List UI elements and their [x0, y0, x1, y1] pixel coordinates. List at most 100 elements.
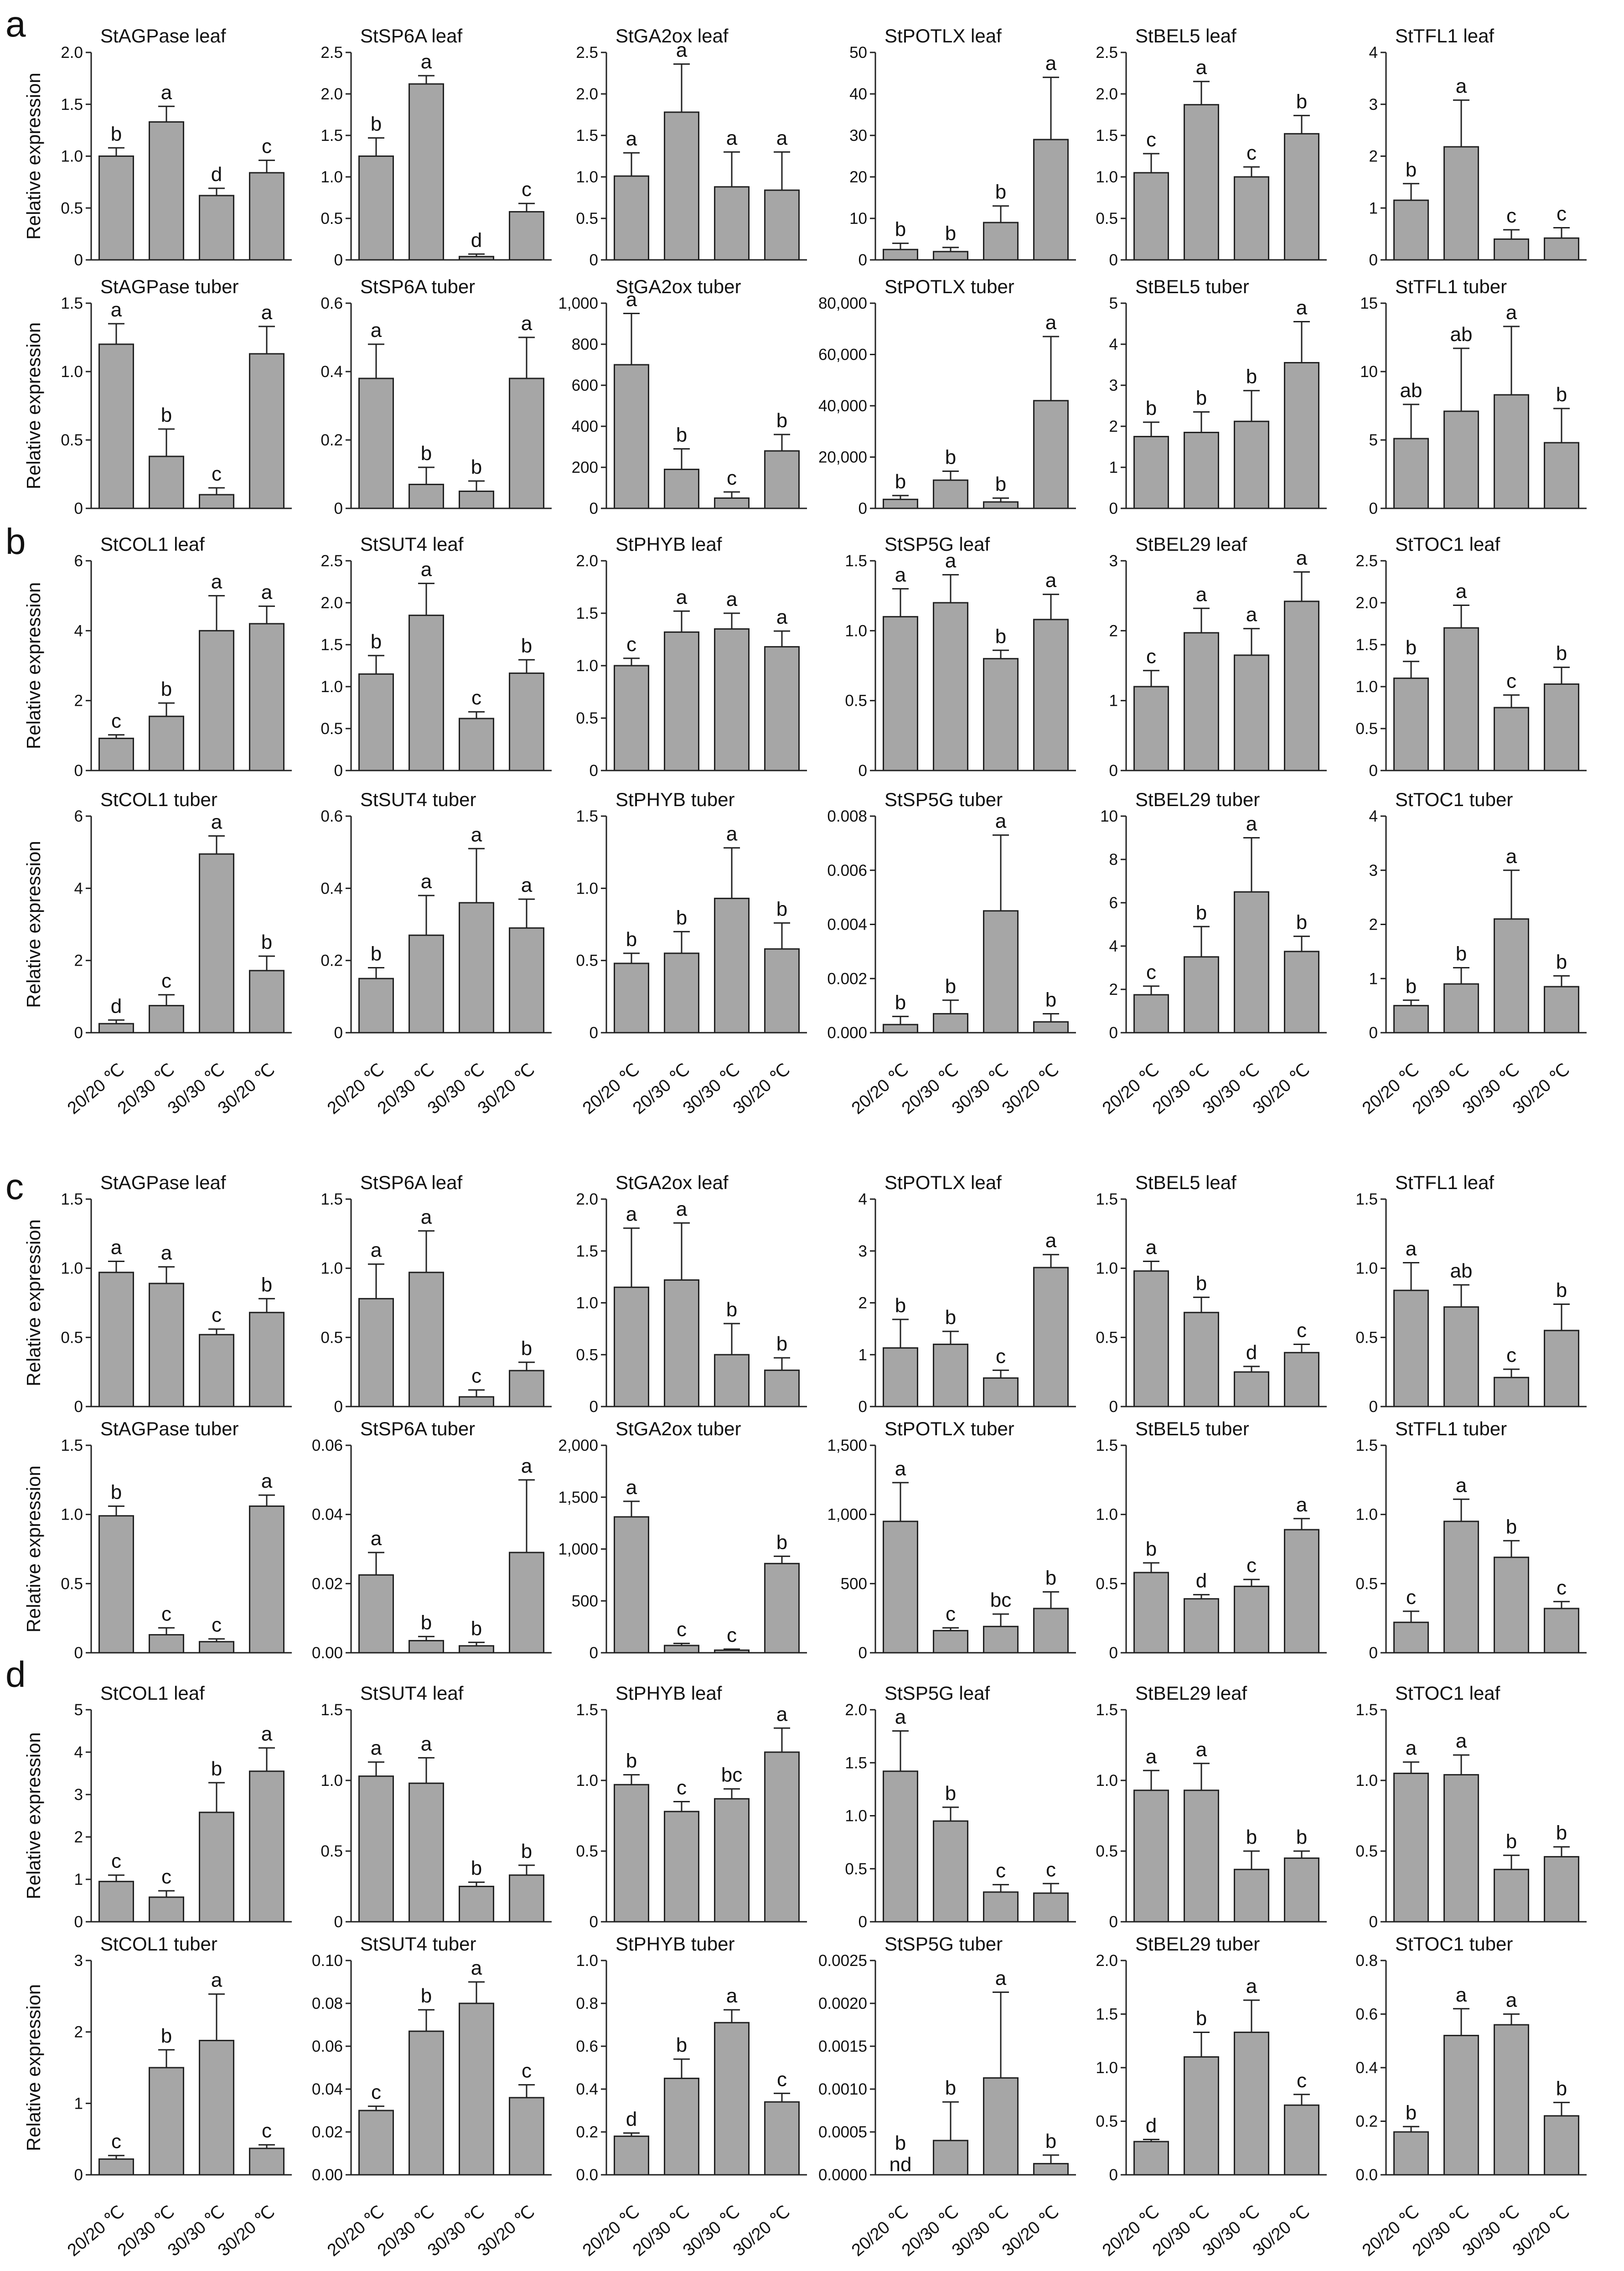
- y-tick-label: 500: [572, 1592, 598, 1610]
- significance-label: d: [1146, 2114, 1157, 2136]
- x-category-label: 30/30 ℃: [1199, 1060, 1263, 1118]
- y-tick-label: 0.5: [1096, 1842, 1118, 1860]
- chart-c-stbel5-tuber: StBEL5 tuber 0 0.5 1.0 1.5 b d c a: [1096, 1418, 1327, 1662]
- significance-label: d: [211, 163, 222, 186]
- bar: [358, 1298, 394, 1407]
- y-tick-label: 0: [859, 1398, 867, 1416]
- chart-b-stsp5g-tuber: StSP5G tuber 0.000 0.002 0.004 0.006 0.008 b b a…: [827, 789, 1076, 1118]
- bar: [509, 211, 544, 261]
- y-tick-label: 0.0020: [818, 1995, 867, 2012]
- y-tick-label: 1.0: [845, 622, 867, 640]
- y-tick-label: 4: [1109, 937, 1118, 955]
- chart-title: StSP6A leaf: [360, 1172, 462, 1193]
- y-tick-label: 1.5: [845, 552, 867, 570]
- significance-label: a: [1506, 1989, 1517, 2012]
- bar: [199, 630, 234, 771]
- significance-label: c: [161, 1603, 171, 1625]
- bar: [409, 615, 444, 771]
- y-tick-label: 0.5: [576, 1842, 598, 1860]
- chart-b-stsp5g-leaf: StSP5G leaf 0 0.5 1.0 1.5 a a b a: [845, 533, 1076, 780]
- y-tick-label: 0.5: [1096, 210, 1118, 228]
- y-tick-label: 3: [74, 1952, 83, 1970]
- bar: [983, 658, 1019, 771]
- bar: [249, 1312, 284, 1407]
- bar: [1494, 394, 1529, 509]
- y-tick-label: 0.5: [1096, 2113, 1118, 2131]
- significance-label: c: [727, 467, 737, 489]
- y-tick-label: 0.5: [576, 1346, 598, 1364]
- bar: [664, 111, 699, 261]
- significance-label: b: [1556, 2077, 1567, 2100]
- y-tick-label: 4: [74, 1743, 83, 1761]
- bar: [1494, 1376, 1529, 1407]
- y-tick-label: 0: [1369, 1398, 1378, 1416]
- y-tick-label: 0: [334, 500, 343, 517]
- bar: [883, 1521, 918, 1654]
- y-tick-label: 1.5: [321, 636, 343, 654]
- significance-label: a: [1506, 301, 1517, 324]
- y-tick-label: 0.04: [312, 2080, 343, 2098]
- bar: [409, 1272, 444, 1407]
- y-tick-label: 1.5: [1096, 2006, 1118, 2023]
- bar: [883, 498, 918, 509]
- significance-label: a: [626, 1203, 637, 1226]
- bar: [1494, 1868, 1529, 1923]
- bar: [1033, 1608, 1069, 1654]
- bar: [933, 479, 968, 509]
- y-tick-label: 1.5: [1355, 1190, 1378, 1208]
- significance-label: c: [626, 633, 636, 656]
- bar: [149, 715, 184, 771]
- bar: [1234, 654, 1269, 771]
- y-axis-label: Relative expression: [23, 1732, 44, 1899]
- chart-a-stbel5-tuber: StBEL5 tuber 0 1 2 3 4 5 b b b a: [1109, 276, 1327, 517]
- y-tick-label: 2.0: [321, 594, 343, 612]
- x-category-label: 30/30 ℃: [1459, 1060, 1523, 1118]
- x-category-label: 30/30 ℃: [679, 1060, 744, 1118]
- x-category-label: 30/30 ℃: [1199, 2202, 1263, 2261]
- x-category-label: 30/20 ℃: [214, 2202, 279, 2261]
- significance-label: b: [1045, 1567, 1056, 1589]
- chart-title: StCOL1 tuber: [100, 1933, 217, 1955]
- chart-c-stpotlx-tuber: StPOTLX tuber 0 500 1,000 1,500 a c bc b: [827, 1418, 1076, 1662]
- chart-title: StGA2ox leaf: [615, 1172, 729, 1193]
- y-tick-label: 0: [74, 2166, 83, 2184]
- y-tick-label: 5: [74, 1701, 83, 1719]
- significance-label: c: [1406, 1586, 1416, 1609]
- significance-label: b: [1146, 397, 1157, 419]
- bar: [1133, 172, 1169, 261]
- x-category-label: 30/30 ℃: [424, 1060, 488, 1118]
- chart-title: StTFL1 tuber: [1395, 1418, 1507, 1439]
- y-tick-label: 0.00: [312, 2166, 343, 2184]
- y-tick-label: 1.0: [576, 1294, 598, 1312]
- chart-a-stagpase-tuber: StAGPase tuber 0 0.5 1.0 1.5 a b c a Relative exp…: [23, 276, 292, 517]
- y-tick-label: 1: [859, 1346, 867, 1364]
- chart-c-stga2ox-leaf: StGA2ox leaf 0 0.5 1.0 1.5 2.0 a a b b: [576, 1172, 807, 1416]
- significance-label: b: [1556, 1279, 1567, 1302]
- y-tick-label: 0.08: [312, 1995, 343, 2012]
- significance-label: a: [421, 1733, 432, 1755]
- y-tick-label: 2.0: [576, 552, 598, 570]
- y-tick-label: 0: [1109, 1913, 1118, 1931]
- significance-label: d: [1246, 1341, 1257, 1364]
- significance-label: c: [1246, 1554, 1257, 1577]
- y-tick-label: 0.8: [1355, 1952, 1378, 1970]
- significance-label: b: [895, 2132, 906, 2154]
- bar: [249, 353, 284, 509]
- chart-title: StAGPase tuber: [100, 1418, 239, 1439]
- bar: [509, 927, 544, 1034]
- panel-letter-a: a: [5, 4, 26, 44]
- y-tick-label: 1.0: [1096, 2059, 1118, 2077]
- y-tick-label: 1.5: [61, 96, 83, 114]
- y-tick-label: 20: [849, 168, 867, 186]
- y-tick-label: 2: [74, 1828, 83, 1846]
- significance-label: c: [212, 1304, 222, 1326]
- significance-label: a: [1045, 52, 1057, 75]
- bar: [764, 189, 800, 261]
- chart-title: StSP5G leaf: [884, 533, 990, 555]
- significance-label: b: [626, 928, 637, 951]
- significance-label: b: [111, 1481, 122, 1503]
- bar: [358, 978, 394, 1034]
- bar: [409, 484, 444, 509]
- x-category-label: 30/20 ℃: [729, 2202, 794, 2261]
- significance-label: a: [421, 1206, 432, 1228]
